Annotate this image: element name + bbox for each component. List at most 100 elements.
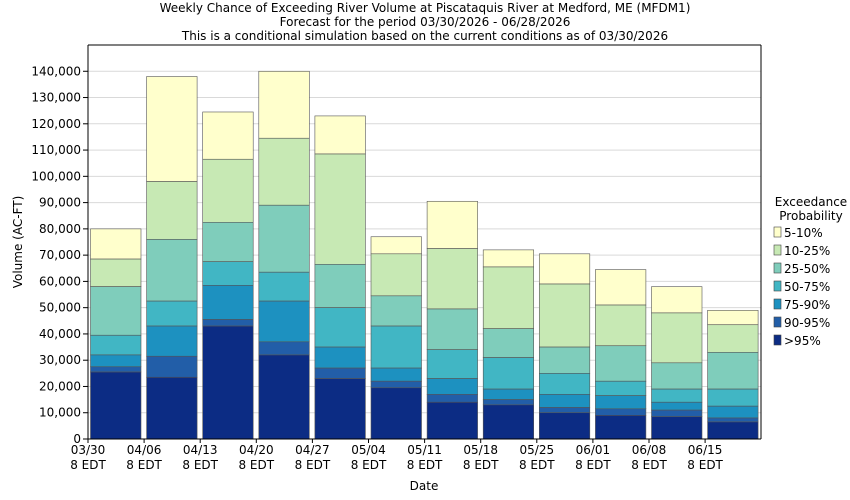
bar-segment-5-10pct: [707, 309, 759, 326]
y-tick-label: 20,000: [39, 379, 81, 393]
x-tick-label-time: 8 EDT: [575, 458, 611, 472]
plot-area: [88, 45, 761, 439]
bar-segment-90-95pct: [707, 417, 759, 423]
x-tick-label-time: 8 EDT: [407, 458, 443, 472]
bar-segment-50-75pct: [370, 325, 422, 369]
bar-segment-gt95pct: [651, 416, 703, 440]
bar-segment-5-10pct: [538, 253, 591, 285]
legend-swatch: [773, 244, 782, 256]
bar-segment-25-50pct: [426, 308, 478, 350]
legend-title-line-1: Exceedance: [775, 195, 847, 209]
x-tick-label-time: 8 EDT: [631, 458, 667, 472]
y-tick-label: 50,000: [39, 301, 81, 315]
bar-segment-50-75pct: [426, 349, 478, 379]
x-tick-label-date: 06/08: [632, 443, 667, 457]
bar-segment-75-90pct: [370, 367, 422, 382]
bar-segment-90-95pct: [202, 319, 254, 327]
bar-segment-75-90pct: [538, 394, 591, 408]
grid-lines: [88, 70, 761, 414]
bar-segment-25-50pct: [90, 286, 142, 336]
y-tick-label: 10,000: [39, 406, 81, 420]
bar-segment-50-75pct: [651, 388, 703, 403]
bar-segment-50-75pct: [146, 300, 198, 327]
y-tick-label: 80,000: [39, 222, 81, 236]
bar-segment-10-25pct: [426, 248, 478, 310]
bar-segment-50-75pct: [314, 307, 366, 348]
x-tick-label-time: 8 EDT: [295, 458, 331, 472]
x-tick-label-date: 05/11: [407, 443, 442, 457]
bar-segment-25-50pct: [595, 345, 647, 382]
legend-title-line-2: Probability: [779, 209, 842, 223]
bar-segment-25-50pct: [146, 239, 198, 302]
bar-segment-75-90pct: [707, 405, 759, 419]
bar-segment-5-10pct: [370, 236, 422, 255]
bar-segment-75-90pct: [482, 388, 535, 400]
bar-segment-5-10pct: [90, 228, 142, 260]
bar-segment-90-95pct: [482, 399, 535, 406]
bar-segment-75-90pct: [258, 300, 310, 343]
bar-segment-90-95pct: [595, 408, 647, 416]
bar-segment-gt95pct: [258, 354, 310, 440]
y-tick-label: 0: [73, 432, 81, 446]
x-tick-label-date: 04/20: [239, 443, 274, 457]
x-tick-label-date: 06/15: [688, 443, 723, 457]
bar-segment-50-75pct: [538, 373, 591, 395]
bar-segment-gt95pct: [90, 371, 142, 440]
x-tick-label-time: 8 EDT: [351, 458, 387, 472]
y-tick-label: 30,000: [39, 353, 81, 367]
bar-segment-gt95pct: [595, 415, 647, 440]
legend-label: 75-90%: [784, 298, 830, 312]
bar-segment-25-50pct: [258, 204, 310, 273]
y-tick-label: 90,000: [39, 196, 81, 210]
bar-segment-gt95pct: [707, 421, 759, 440]
bar-segment-10-25pct: [482, 266, 535, 329]
legend-swatch: [773, 262, 782, 274]
bar-segment-10-25pct: [90, 258, 142, 287]
bar-segment-90-95pct: [426, 394, 478, 403]
title-line-3: This is a conditional simulation based o…: [181, 29, 668, 43]
x-tick-label-date: 06/01: [576, 443, 611, 457]
y-tick-label: 70,000: [39, 248, 81, 262]
x-tick-label-time: 8 EDT: [687, 458, 723, 472]
legend-swatch: [773, 334, 782, 346]
y-axis-ticks: 0 10,000 20,000 30,000 40,000 50,000 60,000 70,…: [31, 64, 88, 446]
bar-segment-90-95pct: [90, 366, 142, 373]
bar-segment-10-25pct: [314, 153, 366, 265]
bar-segment-90-95pct: [370, 380, 422, 389]
bar-segment-75-90pct: [314, 346, 366, 369]
bar-segment-10-25pct: [595, 304, 647, 347]
legend-label: 10-25%: [784, 244, 830, 258]
bar-segment-90-95pct: [146, 355, 198, 378]
x-tick-label-time: 8 EDT: [182, 458, 218, 472]
bar-segment-75-90pct: [202, 285, 254, 320]
legend-label: 25-50%: [784, 262, 830, 276]
bar-segment-90-95pct: [538, 407, 591, 414]
bar-segment-50-75pct: [90, 334, 142, 356]
bar-segment-10-25pct: [370, 253, 422, 297]
y-tick-label: 40,000: [39, 327, 81, 341]
bar-segment-90-95pct: [258, 341, 310, 356]
legend-swatch: [773, 226, 782, 238]
bar-segment-75-90pct: [595, 395, 647, 410]
x-tick-label-date: 05/25: [520, 443, 555, 457]
x-tick-label-date: 05/18: [463, 443, 498, 457]
bars: [90, 70, 759, 440]
bar-segment-75-90pct: [90, 354, 142, 368]
bar-segment-50-75pct: [258, 271, 310, 302]
bar-segment-gt95pct: [314, 378, 366, 440]
x-tick-label-time: 8 EDT: [238, 458, 274, 472]
x-tick-label-date: 04/27: [295, 443, 330, 457]
legend-swatch: [773, 280, 782, 292]
x-tick-label-time: 8 EDT: [519, 458, 555, 472]
bar-segment-25-50pct: [651, 362, 703, 390]
bar-segment-10-25pct: [258, 137, 310, 206]
bar-segment-5-10pct: [314, 115, 366, 155]
bar-segment-5-10pct: [426, 200, 478, 249]
y-tick-label: 130,000: [31, 91, 81, 105]
y-axis-title: Volume (AC-FT): [11, 196, 25, 289]
bar-segment-75-90pct: [146, 325, 198, 357]
bar-segment-25-50pct: [202, 222, 254, 263]
bar-segment-gt95pct: [482, 404, 535, 440]
bar-segment-10-25pct: [146, 181, 198, 240]
bar-segment-5-10pct: [146, 76, 198, 182]
